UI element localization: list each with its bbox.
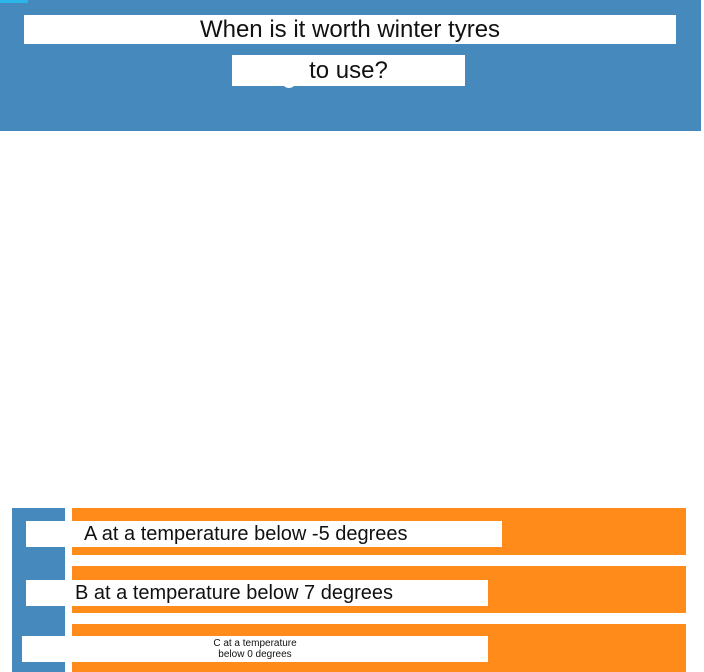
question-header: When is it worth winter tyres to use?: [0, 0, 701, 131]
answer-option-c-label[interactable]: C at a temperature below 0 degrees: [22, 636, 488, 662]
answer-option-b-label[interactable]: B at a temperature below 7 degrees: [26, 580, 488, 606]
question-title-line2: to use?: [232, 55, 465, 86]
corner-accent: [0, 0, 28, 3]
answer-option-c-text: C at a temperature below 0 degrees: [213, 638, 297, 660]
answer-option-a-text: A at a temperature below -5 degrees: [84, 522, 408, 545]
answer-option-b-text: B at a temperature below 7 degrees: [75, 581, 393, 604]
cursor-blob: [282, 80, 296, 88]
answer-option-a-label[interactable]: A at a temperature below -5 degrees: [26, 521, 502, 547]
question-title-line1: When is it worth winter tyres: [24, 15, 676, 44]
